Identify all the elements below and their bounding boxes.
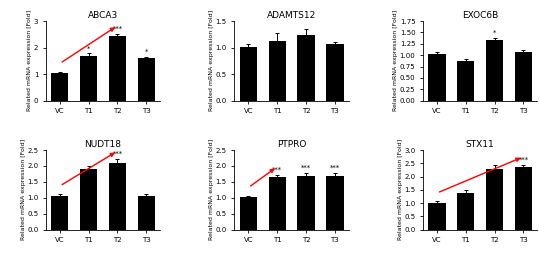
Text: ***: ***	[518, 157, 529, 163]
Y-axis label: Related mRNA expression [Fold]: Related mRNA expression [Fold]	[393, 10, 398, 111]
Bar	[486, 40, 503, 101]
Bar	[138, 58, 155, 101]
Text: ***: ***	[112, 26, 123, 32]
Bar	[109, 163, 126, 230]
Y-axis label: Related mRNA expression [Fold]: Related mRNA expression [Fold]	[209, 139, 214, 241]
Bar	[298, 176, 315, 230]
Text: ***: ***	[272, 167, 282, 173]
Bar	[298, 35, 315, 101]
Bar	[240, 197, 257, 230]
Bar	[109, 36, 126, 101]
Bar	[428, 202, 446, 230]
Text: *: *	[145, 49, 148, 55]
Title: ABCA3: ABCA3	[88, 11, 118, 20]
Text: ***: ***	[301, 165, 311, 171]
Bar	[268, 41, 286, 101]
Text: ***: ***	[330, 165, 340, 171]
Bar	[428, 54, 446, 101]
Bar	[51, 73, 69, 101]
Bar	[51, 196, 69, 230]
Bar	[326, 44, 343, 101]
Bar	[240, 46, 257, 101]
Bar	[515, 167, 532, 230]
Text: *: *	[87, 45, 90, 51]
Bar	[268, 177, 286, 230]
Title: NUDT18: NUDT18	[85, 140, 122, 149]
Bar	[515, 52, 532, 101]
Y-axis label: Related mRNA expression [Fold]: Related mRNA expression [Fold]	[209, 10, 214, 111]
Title: PTPRO: PTPRO	[277, 140, 306, 149]
Bar	[326, 176, 343, 230]
Title: ADAMTS12: ADAMTS12	[267, 11, 316, 20]
Y-axis label: Related mRNA expression [Fold]: Related mRNA expression [Fold]	[21, 139, 25, 241]
Bar	[486, 169, 503, 230]
Bar	[457, 61, 474, 101]
Bar	[457, 192, 474, 230]
Text: *: *	[493, 30, 496, 36]
Title: STX11: STX11	[466, 140, 495, 149]
Title: EXOC6B: EXOC6B	[462, 11, 498, 20]
Text: ***: ***	[112, 151, 123, 157]
Y-axis label: Related mRNA expression [Fold]: Related mRNA expression [Fold]	[28, 10, 32, 111]
Bar	[80, 56, 97, 101]
Bar	[138, 196, 155, 230]
Y-axis label: Related mRNA expression [Fold]: Related mRNA expression [Fold]	[398, 139, 403, 241]
Bar	[80, 169, 97, 230]
